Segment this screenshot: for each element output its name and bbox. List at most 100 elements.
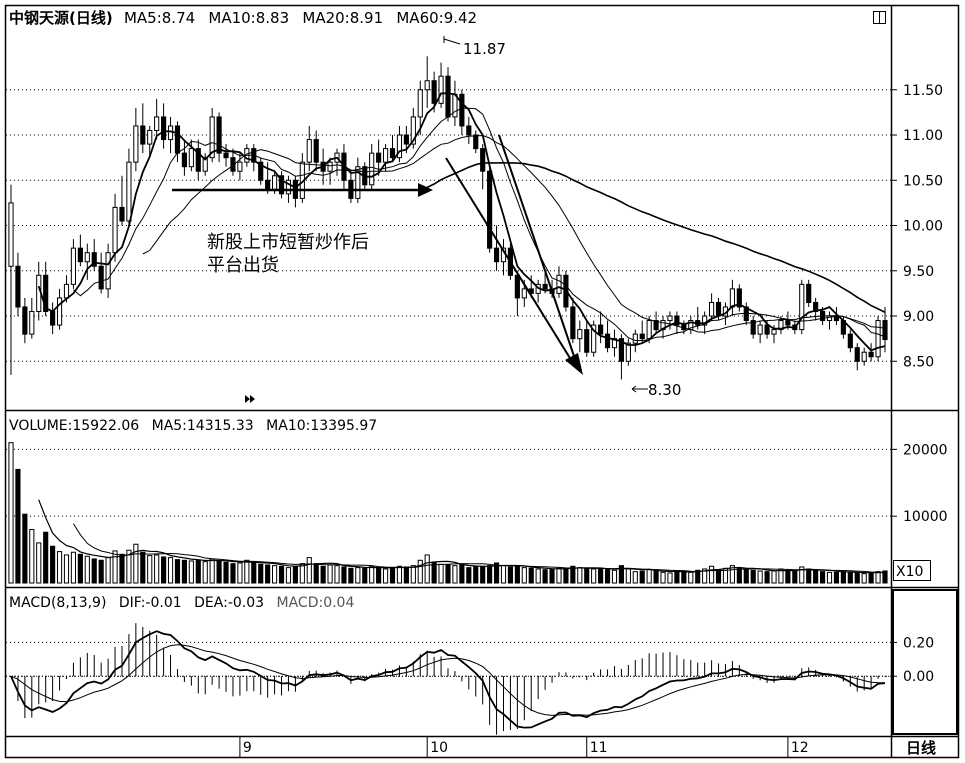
volume-bar <box>819 571 826 584</box>
candle <box>327 157 333 185</box>
candle <box>438 62 444 108</box>
candle <box>382 144 389 172</box>
candle <box>493 225 500 271</box>
ma20-label: MA20:8.91 <box>302 9 383 27</box>
volume-bar <box>396 565 403 584</box>
volume-bar <box>313 563 319 584</box>
candle <box>882 306 888 353</box>
ma5-label: MA5:8.74 <box>124 9 195 27</box>
volume-bar <box>133 543 139 584</box>
volume-bar <box>230 563 236 584</box>
candle <box>8 184 14 375</box>
volume-bar <box>660 571 666 584</box>
volume-bar <box>154 554 160 584</box>
volume-bar <box>487 565 493 584</box>
candle <box>126 148 132 226</box>
candle <box>813 297 819 321</box>
candle <box>604 320 611 353</box>
volume-bar <box>507 566 514 584</box>
price-tick-label: 9.50 <box>903 264 934 280</box>
period-button-label: 日线 <box>906 739 936 757</box>
candle <box>847 329 853 353</box>
candle <box>806 279 812 307</box>
candle <box>480 144 486 190</box>
dif-label: DIF:-0.01 <box>119 595 182 611</box>
volume-bar <box>84 555 90 584</box>
candle <box>709 293 715 321</box>
candle <box>292 175 298 208</box>
price-header: 中钢天源(日线) MA5:8.74 MA10:8.83 MA20:8.91 MA… <box>9 9 477 27</box>
volume-bar <box>771 570 777 584</box>
candle <box>147 125 153 158</box>
annotation-line-2: 平台出货 <box>207 255 279 276</box>
volume-bar <box>417 559 423 584</box>
candle <box>868 343 874 362</box>
candle <box>251 144 257 172</box>
price-tick-label: 8.50 <box>903 354 934 370</box>
volume-bar <box>119 553 125 584</box>
volume-bar <box>181 559 187 584</box>
candle <box>452 80 458 126</box>
candle <box>487 166 493 253</box>
volume-bar <box>729 565 735 584</box>
volume-bar <box>750 569 756 584</box>
candle <box>396 125 403 163</box>
candle <box>140 103 146 154</box>
dif-line <box>10 630 886 729</box>
volume-bar <box>389 567 396 584</box>
volume-bar <box>77 553 83 584</box>
volume-bar <box>833 571 840 584</box>
volume-bar <box>875 571 881 584</box>
candle <box>77 234 83 267</box>
volume-tick-label: 20000 <box>903 442 948 458</box>
candle <box>278 171 285 199</box>
high-price-marker: 11.87 <box>443 36 506 58</box>
price-panel <box>8 56 888 380</box>
volume-bar <box>112 550 118 584</box>
low-price-marker: 8.30 <box>631 381 681 399</box>
volume-header: VOLUME:15922.06 MA5:14315.33 MA10:13395.… <box>9 418 377 434</box>
candle <box>258 157 264 185</box>
volume-bar <box>258 563 264 584</box>
period-button[interactable]: 日线 <box>906 739 936 757</box>
candle <box>750 316 756 339</box>
volume-bar <box>126 549 132 584</box>
volume-bar <box>549 568 555 584</box>
annotation-line-1: 新股上市短暂炒作后 <box>207 232 369 253</box>
candle <box>154 98 160 140</box>
volume-bar <box>147 555 153 584</box>
candle <box>70 239 77 289</box>
volume-bar <box>209 558 215 584</box>
scroll-indicator-icon[interactable] <box>245 395 255 403</box>
candle <box>417 80 423 136</box>
volume-bar <box>667 572 673 584</box>
candle <box>299 153 305 203</box>
volume-bar <box>674 571 680 584</box>
volume-tick-label: 10000 <box>903 509 948 525</box>
x-tick-label: 9 <box>243 740 252 756</box>
volume-bar <box>542 569 548 584</box>
macd-value-label: MACD:0.04 <box>277 595 355 611</box>
price-tick-label: 11.50 <box>903 83 943 99</box>
candle <box>611 329 618 357</box>
volume-bar <box>653 570 659 584</box>
price-tick-label: 10.00 <box>903 219 943 235</box>
ma20-line <box>142 134 886 333</box>
volume-bar <box>36 542 42 584</box>
volume-bar <box>382 568 389 584</box>
volume-bar <box>431 561 437 584</box>
candle <box>729 279 735 317</box>
candle <box>667 311 673 330</box>
volume-bar <box>327 564 333 584</box>
volume-bar <box>278 565 285 584</box>
volume-bar <box>570 565 576 584</box>
volume-bar <box>556 567 562 584</box>
volume-bar <box>452 565 458 584</box>
candle <box>514 270 520 317</box>
candle <box>556 266 562 298</box>
volume-bar <box>792 570 798 584</box>
maximize-icon[interactable] <box>873 11 886 24</box>
candle <box>84 243 90 280</box>
candle <box>466 116 472 145</box>
